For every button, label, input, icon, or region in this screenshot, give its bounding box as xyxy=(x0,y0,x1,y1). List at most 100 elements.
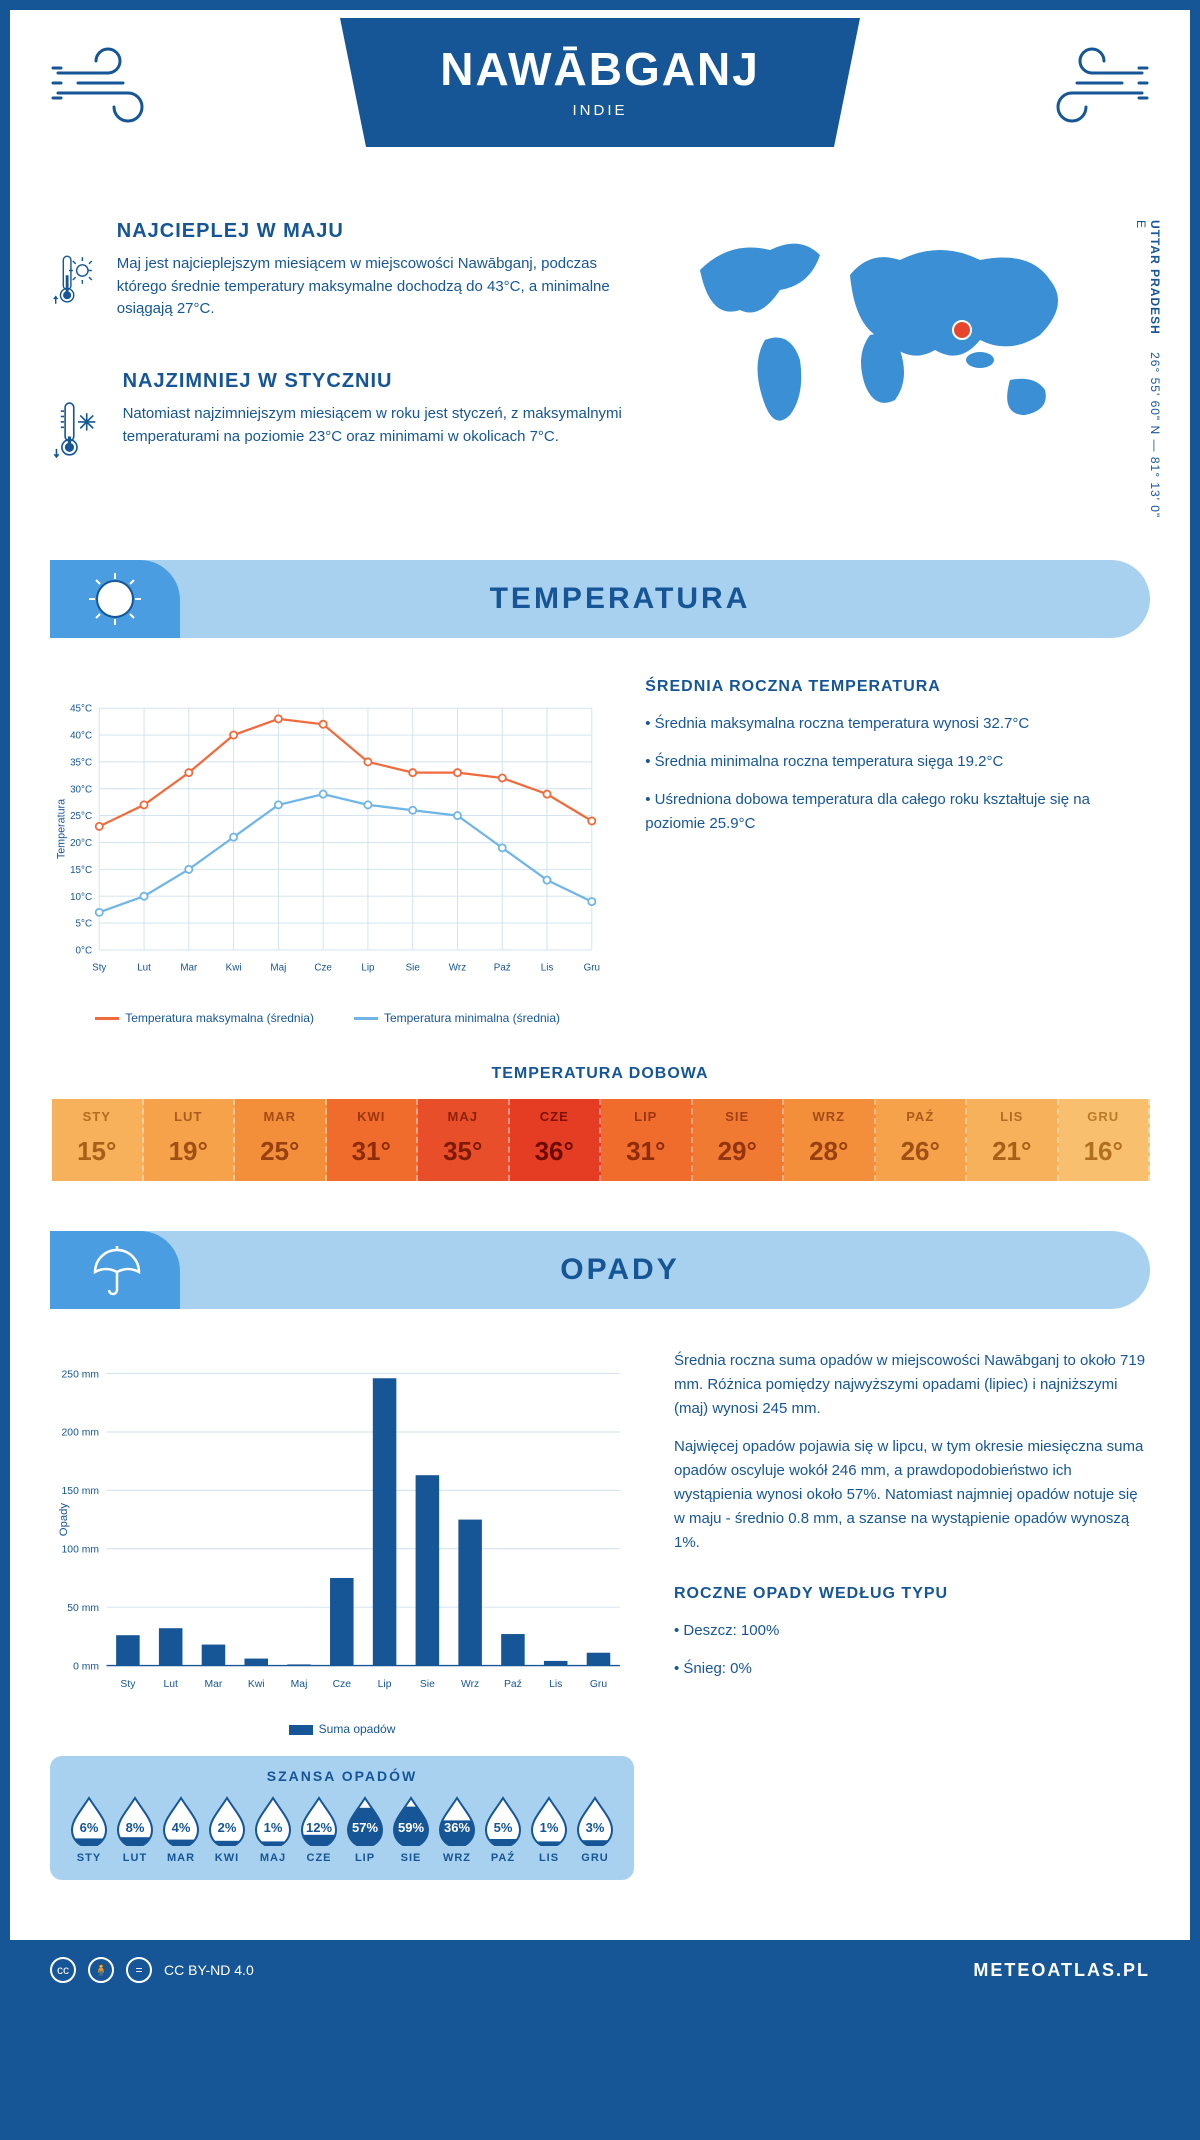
svg-text:Maj: Maj xyxy=(270,963,286,974)
drop-cell: 5% PAŹ xyxy=(480,1794,526,1864)
svg-text:Gru: Gru xyxy=(590,1679,608,1690)
hottest-text: Maj jest najcieplejszym miesiącem w miej… xyxy=(117,253,630,321)
svg-text:59%: 59% xyxy=(398,1820,424,1835)
svg-text:Lut: Lut xyxy=(163,1679,178,1690)
legend-precip: Suma opadów xyxy=(289,1722,396,1736)
precip-summary: Średnia roczna suma opadów w miejscowośc… xyxy=(674,1349,1150,1880)
svg-text:20°C: 20°C xyxy=(70,838,92,849)
location-marker xyxy=(953,321,971,339)
svg-text:Gru: Gru xyxy=(584,963,600,974)
svg-text:100 mm: 100 mm xyxy=(62,1545,99,1556)
svg-text:4%: 4% xyxy=(172,1820,191,1835)
daily-cell: CZE 36° xyxy=(510,1099,602,1181)
daily-temp-title: TEMPERATURA DOBOWA xyxy=(10,1065,1190,1083)
svg-text:Temperatura: Temperatura xyxy=(55,799,67,859)
city-name: NAWĀBGANJ xyxy=(340,42,860,96)
daily-cell: GRU 16° xyxy=(1059,1099,1151,1181)
svg-text:15°C: 15°C xyxy=(70,865,92,876)
svg-text:Lip: Lip xyxy=(378,1679,392,1690)
svg-text:50 mm: 50 mm xyxy=(67,1603,99,1614)
drop-cell: 4% MAR xyxy=(158,1794,204,1864)
drop-cell: 57% LIP xyxy=(342,1794,388,1864)
hottest-title: NAJCIEPLEJ W MAJU xyxy=(117,220,630,243)
svg-text:Maj: Maj xyxy=(291,1679,308,1690)
svg-text:Wrz: Wrz xyxy=(449,963,466,974)
svg-text:1%: 1% xyxy=(540,1820,559,1835)
svg-text:Sty: Sty xyxy=(120,1679,136,1690)
drop-cell: 1% LIS xyxy=(526,1794,572,1864)
svg-text:3%: 3% xyxy=(586,1820,605,1835)
daily-cell: LUT 19° xyxy=(144,1099,236,1181)
svg-text:Cze: Cze xyxy=(314,963,332,974)
svg-text:10°C: 10°C xyxy=(70,892,92,903)
svg-text:5°C: 5°C xyxy=(76,919,93,930)
sun-icon xyxy=(85,569,145,629)
svg-text:150 mm: 150 mm xyxy=(62,1486,99,1497)
legend-max: Temperatura maksymalna (średnia) xyxy=(95,1011,314,1025)
daily-cell: SIE 29° xyxy=(693,1099,785,1181)
thermometer-cold-icon xyxy=(50,370,99,490)
daily-cell: WRZ 28° xyxy=(784,1099,876,1181)
precip-chart: 0 mm50 mm100 mm150 mm200 mm250 mmStyLutM… xyxy=(50,1349,634,1880)
drop-cell: 1% MAJ xyxy=(250,1794,296,1864)
cc-icon: cc xyxy=(50,1957,76,1983)
legend-min: Temperatura minimalna (średnia) xyxy=(354,1011,560,1025)
svg-text:36%: 36% xyxy=(444,1820,470,1835)
header: NAWĀBGANJ INDIE xyxy=(10,10,1190,210)
drop-cell: 36% WRZ xyxy=(434,1794,480,1864)
temperature-section-header: TEMPERATURA xyxy=(50,560,1150,638)
drop-cell: 3% GRU xyxy=(572,1794,618,1864)
drop-cell: 2% KWI xyxy=(204,1794,250,1864)
world-map xyxy=(670,220,1090,450)
drop-cell: 6% STY xyxy=(66,1794,112,1864)
drop-cell: 59% SIE xyxy=(388,1794,434,1864)
svg-text:35°C: 35°C xyxy=(70,757,92,768)
daily-cell: MAJ 35° xyxy=(418,1099,510,1181)
by-icon: 🧍 xyxy=(88,1957,114,1983)
svg-text:Kwi: Kwi xyxy=(226,963,242,974)
thermometer-hot-icon xyxy=(50,220,93,340)
temperature-summary: ŚREDNIA ROCZNA TEMPERATURA • Średnia mak… xyxy=(645,678,1150,1025)
svg-text:0°C: 0°C xyxy=(76,946,93,957)
svg-text:Paź: Paź xyxy=(494,963,511,974)
svg-text:25°C: 25°C xyxy=(70,811,92,822)
precip-chance-panel: SZANSA OPADÓW 6% STY 8% LU xyxy=(50,1756,634,1880)
svg-text:Mar: Mar xyxy=(205,1679,223,1690)
temperature-title: TEMPERATURA xyxy=(210,582,1150,616)
daily-cell: MAR 25° xyxy=(235,1099,327,1181)
svg-text:Cze: Cze xyxy=(333,1679,352,1690)
svg-text:6%: 6% xyxy=(80,1820,99,1835)
daily-cell: KWI 31° xyxy=(327,1099,419,1181)
region-label: UTTAR PRADESH xyxy=(1148,220,1162,335)
svg-text:250 mm: 250 mm xyxy=(62,1369,99,1380)
hottest-block: NAJCIEPLEJ W MAJU Maj jest najcieplejszy… xyxy=(50,220,630,340)
precip-title: OPADY xyxy=(210,1253,1150,1287)
license-label: CC BY-ND 4.0 xyxy=(164,1962,254,1978)
map-block: UTTAR PRADESH 26° 55' 60" N — 81° 13' 0"… xyxy=(670,220,1150,520)
coldest-text: Natomiast najzimniejszym miesiącem w rok… xyxy=(123,403,630,448)
svg-text:Sie: Sie xyxy=(406,963,421,974)
country-name: INDIE xyxy=(340,102,860,119)
svg-text:Sie: Sie xyxy=(420,1679,435,1690)
temperature-chart: 0°C5°C10°C15°C20°C25°C30°C35°C40°C45°CSt… xyxy=(50,678,605,1025)
svg-text:30°C: 30°C xyxy=(70,784,92,795)
title-banner: NAWĀBGANJ INDIE xyxy=(340,18,860,147)
umbrella-icon xyxy=(85,1240,145,1300)
drop-cell: 8% LUT xyxy=(112,1794,158,1864)
drop-cell: 12% CZE xyxy=(296,1794,342,1864)
svg-text:Mar: Mar xyxy=(180,963,198,974)
svg-text:1%: 1% xyxy=(264,1820,283,1835)
daily-cell: LIS 21° xyxy=(967,1099,1059,1181)
svg-text:5%: 5% xyxy=(494,1820,513,1835)
svg-text:40°C: 40°C xyxy=(70,731,92,742)
footer: cc 🧍 = CC BY-ND 4.0 METEOATLAS.PL xyxy=(10,1940,1190,2000)
svg-text:57%: 57% xyxy=(352,1820,378,1835)
svg-text:Lis: Lis xyxy=(541,963,554,974)
daily-cell: LIP 31° xyxy=(601,1099,693,1181)
svg-text:Lut: Lut xyxy=(137,963,151,974)
svg-text:2%: 2% xyxy=(218,1820,237,1835)
precip-section-header: OPADY xyxy=(50,1231,1150,1309)
svg-text:0 mm: 0 mm xyxy=(73,1661,99,1672)
wind-icon xyxy=(48,38,178,138)
coldest-block: NAJZIMNIEJ W STYCZNIU Natomiast najzimni… xyxy=(50,370,630,490)
